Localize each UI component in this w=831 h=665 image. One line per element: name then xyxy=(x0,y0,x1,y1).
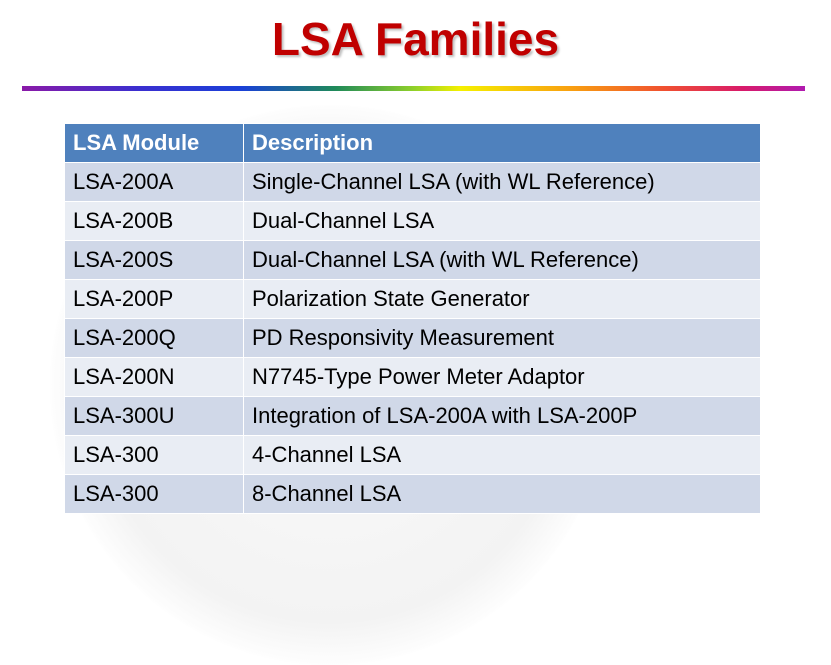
description-cell: Dual-Channel LSA (with WL Reference) xyxy=(243,240,761,280)
table-row: LSA-300 4-Channel LSA xyxy=(64,435,761,475)
table-row: LSA-200S Dual-Channel LSA (with WL Refere… xyxy=(64,240,761,280)
module-cell: LSA-200N xyxy=(64,357,244,397)
module-cell: LSA-300 xyxy=(64,474,244,514)
table-row: LSA-300 8-Channel LSA xyxy=(64,474,761,514)
table-row: LSA-200A Single-Channel LSA (with WL Refe… xyxy=(64,162,761,202)
description-cell: Integration of LSA-200A with LSA-200P xyxy=(243,396,761,436)
header-lsa-module: LSA Module xyxy=(64,123,244,163)
module-cell: LSA-200A xyxy=(64,162,244,202)
module-cell: LSA-200P xyxy=(64,279,244,319)
description-cell: PD Responsivity Measurement xyxy=(243,318,761,358)
rainbow-divider xyxy=(22,86,805,91)
slide-title: LSA Families xyxy=(271,13,560,65)
module-cell: LSA-300 xyxy=(64,435,244,475)
module-cell: LSA-300U xyxy=(64,396,244,436)
description-cell: Single-Channel LSA (with WL Reference) xyxy=(243,162,761,202)
table-row: LSA-200B Dual-Channel LSA xyxy=(64,201,761,241)
table-header-row: LSA Module Description xyxy=(64,123,761,163)
description-cell: N7745-Type Power Meter Adaptor xyxy=(243,357,761,397)
header-description: Description xyxy=(243,123,761,163)
description-cell: 8-Channel LSA xyxy=(243,474,761,514)
description-cell: 4-Channel LSA xyxy=(243,435,761,475)
table-row: LSA-300U Integration of LSA-200A with LSA… xyxy=(64,396,761,436)
lsa-families-table: LSA Module Description LSA-200A Single-Ch… xyxy=(64,123,761,514)
table-row: LSA-200P Polarization State Generator xyxy=(64,279,761,319)
module-cell: LSA-200Q xyxy=(64,318,244,358)
table-row: LSA-200Q PD Responsivity Measurement xyxy=(64,318,761,358)
module-cell: LSA-200B xyxy=(64,201,244,241)
description-cell: Dual-Channel LSA xyxy=(243,201,761,241)
module-cell: LSA-200S xyxy=(64,240,244,280)
description-cell: Polarization State Generator xyxy=(243,279,761,319)
table-row: LSA-200N N7745-Type Power Meter Adaptor xyxy=(64,357,761,397)
